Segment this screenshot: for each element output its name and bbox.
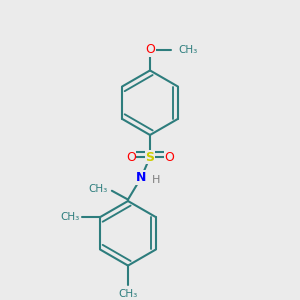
Text: O: O	[164, 151, 174, 164]
Text: CH₃: CH₃	[118, 289, 138, 299]
Text: CH₃: CH₃	[88, 184, 107, 194]
Text: N: N	[136, 171, 146, 184]
Text: O: O	[126, 151, 136, 164]
Text: CH₃: CH₃	[60, 212, 80, 222]
Text: CH₃: CH₃	[178, 45, 197, 55]
Text: S: S	[146, 151, 154, 164]
Text: H: H	[152, 176, 160, 185]
Text: O: O	[145, 44, 155, 56]
